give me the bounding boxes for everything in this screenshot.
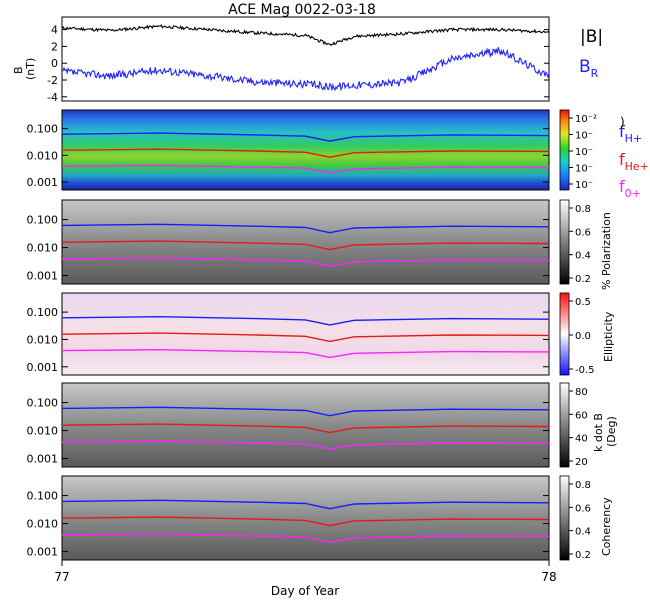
panel-5-ytick-label: 0.010 [27, 425, 59, 438]
panel-2-gyro-fO [61, 164, 550, 174]
panel-4-ytick-label: 0.100 [27, 306, 59, 319]
panel-3-ytick-label: 0.001 [27, 270, 59, 283]
panel-1-ytick-label: -2 [47, 74, 58, 87]
panel-4-colorbar-tick-label: 0.0 [575, 331, 591, 342]
panel-6-colorbar-tick-label: 0.4 [575, 527, 591, 538]
panel-4-colorbar [559, 292, 570, 376]
series-absB-line [61, 24, 550, 46]
panel-5-colorbar-tick-label: 40 [575, 434, 588, 445]
panel-2-ytick-label: 0.100 [27, 123, 59, 136]
panel-5-gyro-fH [61, 406, 550, 417]
panel-6-gyro-fH [61, 499, 550, 510]
panel-2-colorbar-tick-label: 10⁻ [575, 147, 593, 158]
panel-3-gyro-fH [61, 223, 550, 234]
panel-5-colorbar-tick-label: 60 [575, 410, 588, 421]
x-tick-label-78: 78 [541, 570, 556, 584]
legend-absB: |B| [580, 27, 603, 47]
panel-2-gyro-fHe [61, 148, 550, 158]
panel-3-colorbar-label: % Polarization [600, 212, 613, 290]
panel-1-ytick-label: 2 [51, 40, 58, 53]
panel-3-gyro-fHe [61, 240, 550, 251]
series-bR-line [61, 47, 550, 92]
panel-coherency: 0.100 0.010 0.001 0.8 0.6 0.4 0.2 Coherency [27, 475, 613, 561]
x-tick-label-77: 77 [54, 570, 69, 584]
panel-2-colorbar-tick-label: 10⁻² [575, 114, 597, 125]
panel-6-colorbar-tick-label: 0.2 [575, 550, 591, 561]
panel-1-frame [61, 16, 550, 102]
panel-3-colorbar-tick-label: 0.4 [575, 251, 591, 262]
panel-3-gyro-fO [61, 257, 550, 267]
panel-5-ytick-label: 0.100 [27, 397, 59, 410]
panel-4-ytick-label: 0.010 [27, 333, 59, 346]
panel-4-gyro-fO [61, 348, 550, 359]
panel-2-ytick-label: 0.001 [27, 176, 59, 189]
panel-4-colorbar-tick-label: -0.5 [575, 365, 595, 376]
panel-4-ytick-label: 0.001 [27, 361, 59, 374]
panel-polarization: 0.100 0.010 0.001 0.8 0.6 0.4 0.2 % Polarizati… [27, 199, 613, 290]
panel-5-gyro-fHe [61, 423, 550, 434]
panel-2-colorbar-paren: ) [620, 115, 625, 129]
panel-6-ytick-label: 0.010 [27, 518, 59, 531]
panel-2-colorbar-tick-label: 10⁻ [575, 131, 593, 142]
panel-1-ytick-label: -4 [47, 91, 58, 104]
panel-5-colorbar-label: k dot B [592, 413, 605, 452]
panel-2-ytick-label: 0.010 [27, 149, 59, 162]
panel-4-gyro-fHe [61, 332, 550, 343]
panel-6-colorbar-tick-label: 0.8 [575, 480, 591, 491]
panel-5-heatmap [62, 383, 549, 467]
panel-5-ytick-label: 0.001 [27, 453, 59, 466]
panel-k-dot-b: 0.100 0.010 0.001 80 60 40 20 k dot B (Deg) [27, 382, 618, 468]
x-axis-label: Day of Year [271, 584, 339, 598]
panel-power-spectrum: 0.100 0.010 0.001 10⁻² 10⁻ 10⁻ 10⁻ 10⁻ fH+ fHe+… [27, 109, 649, 200]
panel-3-colorbar-tick-label: 0.6 [575, 227, 591, 238]
panel-3-ytick-label: 0.010 [27, 242, 59, 255]
legend-fO: f0+ [619, 177, 641, 200]
panel-4-gyro-fH [61, 315, 550, 326]
panel-5-colorbar-units: (Deg) [605, 416, 618, 447]
panel-4-heatmap [62, 293, 549, 375]
panel-ellipticity: 0.100 0.010 0.001 0.5 0.0 -0.5 Ellipticity [27, 292, 615, 376]
panel-1-ytick-label: 4 [51, 24, 58, 37]
panel-3-colorbar [559, 199, 570, 285]
panel-6-gyro-fO [61, 533, 550, 543]
panel-6-colorbar [559, 475, 570, 561]
chart-title: ACE Mag 0022-03-18 [228, 2, 376, 18]
panel-2-gyro-fH [61, 132, 550, 142]
panel-6-ytick-label: 0.100 [27, 490, 59, 503]
panel-5-gyro-fO [61, 440, 550, 450]
legend-bR: BR [579, 57, 599, 80]
panel-2-colorbar [559, 109, 570, 191]
panel-3-colorbar-tick-label: 0.2 [575, 274, 591, 285]
panel-6-heatmap [62, 476, 549, 560]
panel-4-colorbar-tick-label: 0.5 [575, 297, 591, 308]
panel-6-ytick-label: 0.001 [27, 546, 59, 559]
panel-6-colorbar-tick-label: 0.6 [575, 503, 591, 514]
panel-3-colorbar-tick-label: 0.8 [575, 204, 591, 215]
panel-5-colorbar-tick-label: 80 [575, 387, 588, 398]
panel-2-colorbar-tick-label: 10⁻ [575, 164, 593, 175]
panel-5-colorbar-tick-label: 20 [575, 457, 588, 468]
panel-2-colorbar-tick-label: 10⁻ [575, 180, 593, 191]
legend-fHe: fHe+ [619, 150, 649, 173]
panel-1-ytick-label: 0 [51, 57, 58, 70]
panel-magnetic-field: 4 2 0 -2 -4 B (nT) |B| BR [12, 16, 603, 104]
panel-1-yunits: (nT) [24, 58, 37, 80]
panel-6-gyro-fHe [61, 516, 550, 527]
panel-5-colorbar [559, 382, 570, 468]
panel-1-ylabel: B [12, 66, 25, 74]
panel-3-heatmap [62, 200, 549, 284]
panel-4-colorbar-label: Ellipticity [602, 311, 615, 362]
panel-3-ytick-label: 0.100 [27, 214, 59, 227]
panel-6-colorbar-label: Coherency [600, 497, 613, 556]
legend-fH: fH+ [619, 122, 642, 145]
